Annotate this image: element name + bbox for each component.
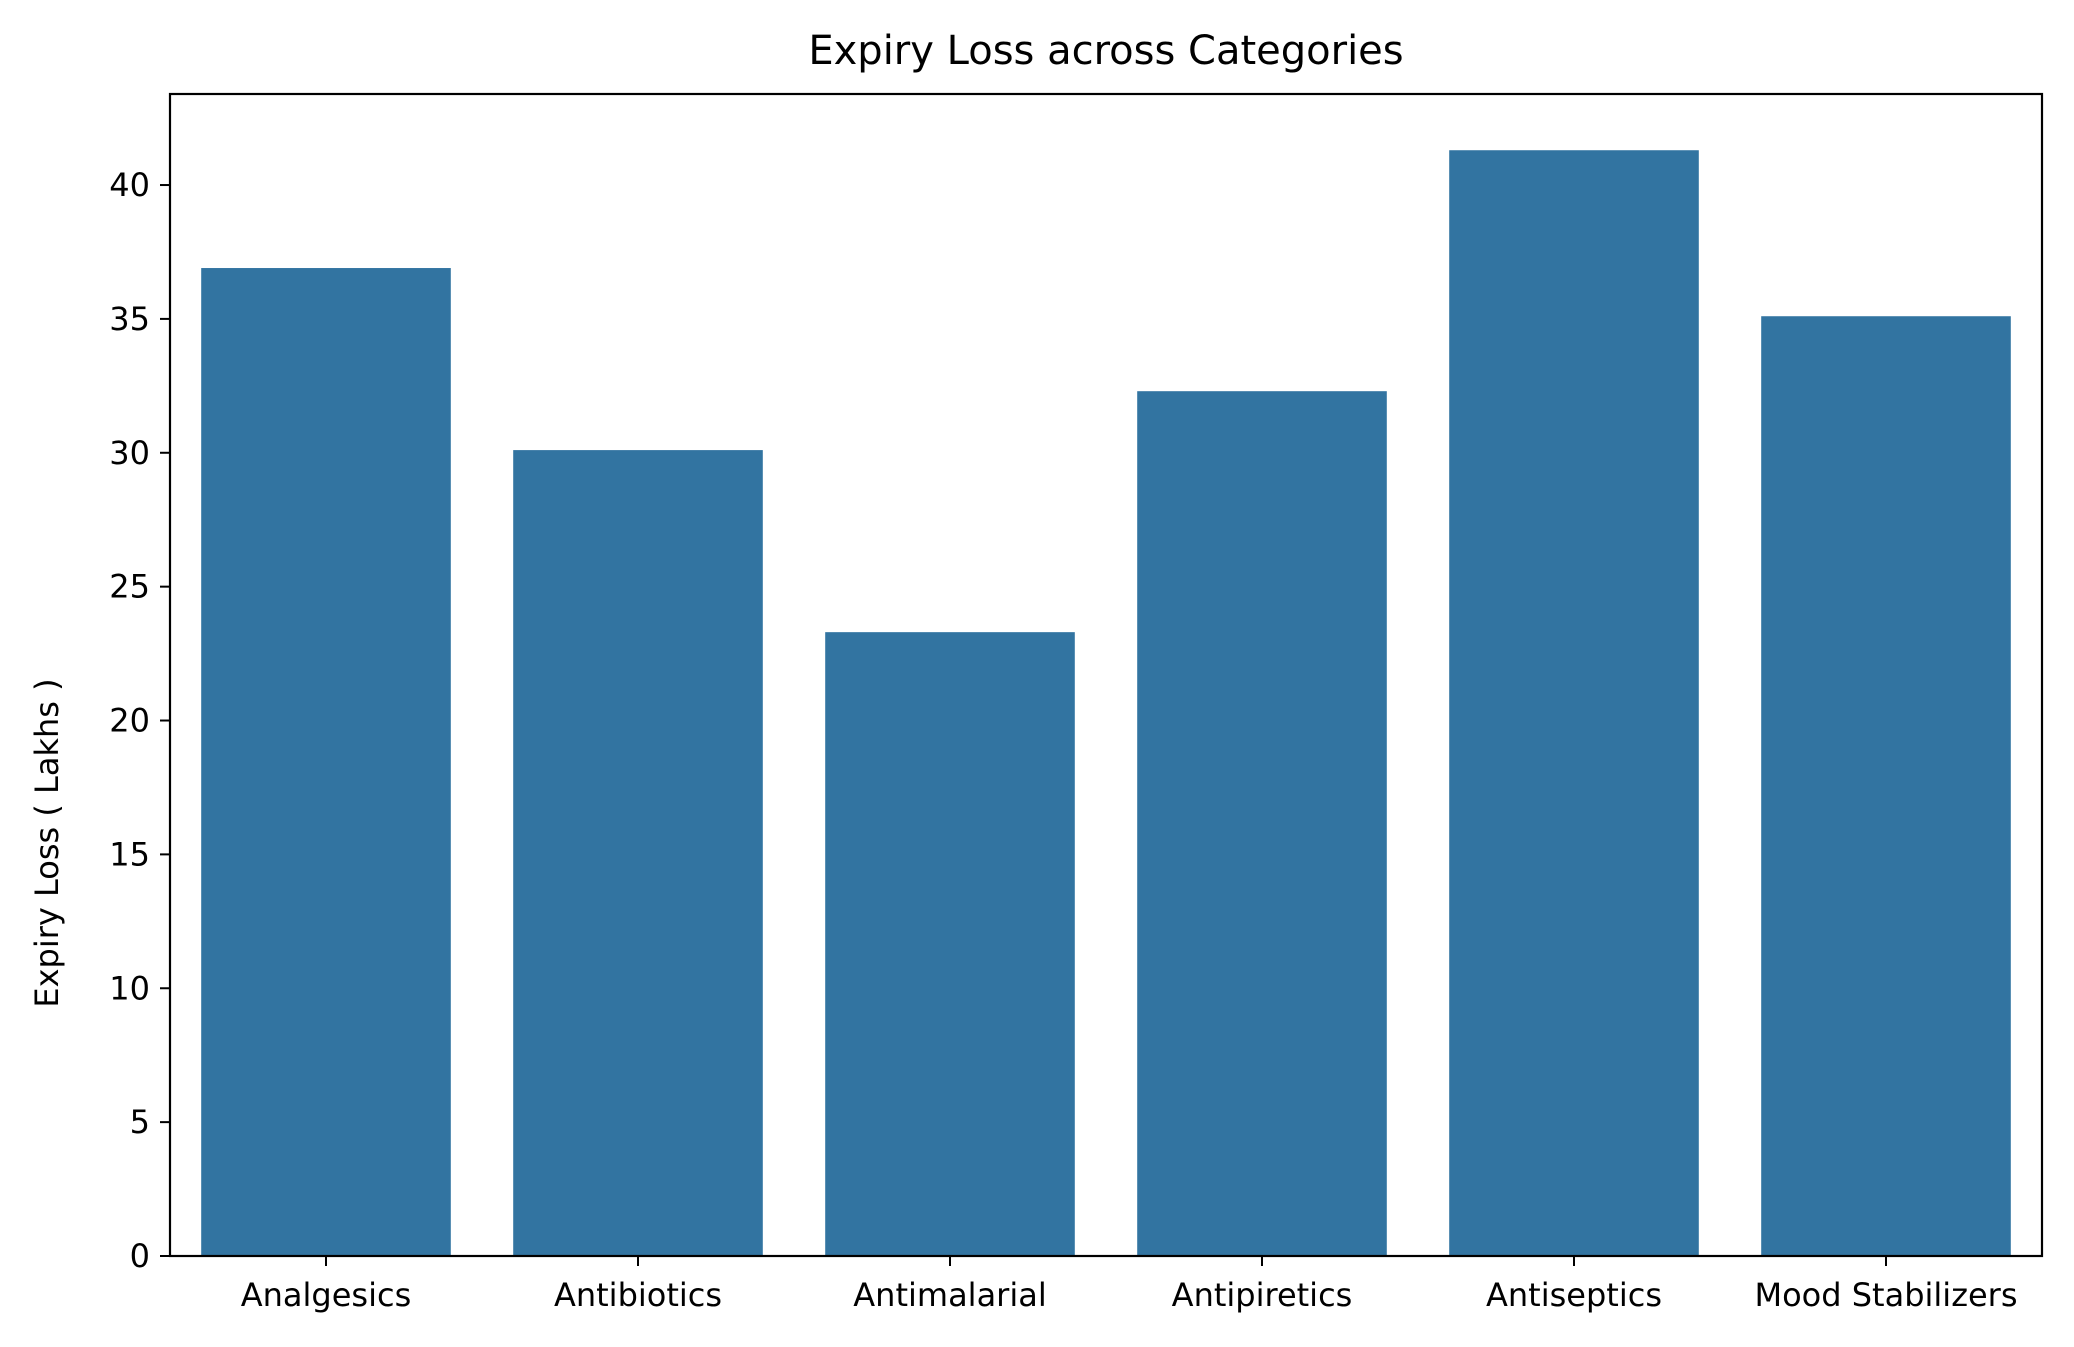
x-tick-label: Antimalarial	[853, 1276, 1046, 1314]
y-axis-label: Expiry Loss ( Lakhs )	[28, 678, 66, 1007]
bar-analgesics	[201, 268, 451, 1257]
x-ticks-group: Analgesics Antibiotics Antimalarial Antipir…	[241, 1256, 2018, 1314]
x-tick-label: Analgesics	[241, 1276, 412, 1314]
chart-title: Expiry Loss across Categories	[808, 28, 1403, 74]
bars-group	[201, 150, 2011, 1257]
x-tick-label: Mood Stabilizers	[1754, 1276, 2017, 1314]
y-tick-label: 25	[109, 568, 150, 606]
bar-antipiretics	[1137, 391, 1387, 1256]
x-tick-label: Antiseptics	[1486, 1276, 1662, 1314]
x-tick-label: Antibiotics	[554, 1276, 722, 1314]
y-tick-label: 30	[109, 434, 150, 472]
y-tick-label: 40	[109, 166, 150, 204]
bar-mood-stabilizers	[1761, 316, 2011, 1256]
y-tick-label: 0	[130, 1237, 150, 1275]
y-ticks-group: 0 5 10 15 20 25 30 35 40	[109, 166, 170, 1275]
y-tick-label: 10	[109, 969, 150, 1007]
y-tick-label: 15	[109, 835, 150, 873]
bar-antibiotics	[513, 450, 763, 1256]
x-tick-label: Antipiretics	[1172, 1276, 1353, 1314]
bar-antiseptics	[1449, 150, 1699, 1256]
y-tick-label: 20	[109, 702, 150, 740]
bar-antimalarial	[825, 632, 1075, 1256]
y-tick-label: 35	[109, 300, 150, 338]
y-tick-label: 5	[130, 1103, 150, 1141]
plot-frame	[168, 92, 2044, 1258]
